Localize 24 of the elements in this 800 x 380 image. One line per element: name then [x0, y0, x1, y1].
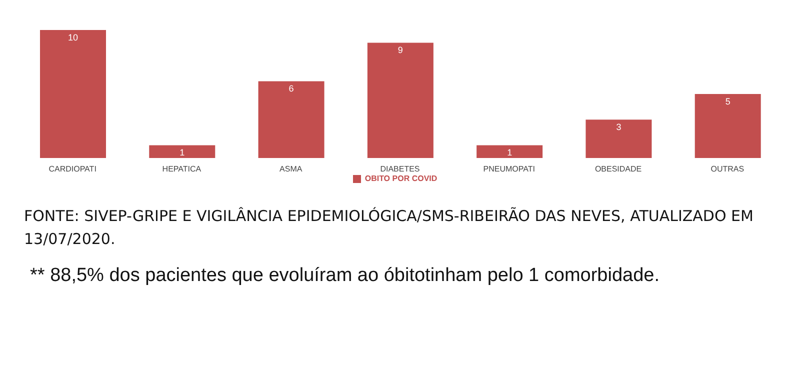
x-tick-label: HEPATICA: [162, 164, 202, 174]
data-label: 1: [507, 148, 512, 158]
text: ** 88,5% dos pacientes que evoluíram ao óbitotinham pelo 1 comorbidade.: [30, 265, 661, 287]
bar: [476, 145, 543, 158]
x-tick-label: OBESIDADE: [594, 164, 642, 174]
x-tick-label: ASMA: [280, 164, 303, 174]
source-note: FONTE: SIVEP-GRIPE E VIGILÂNCIA EPIDEMIOLÓGICA/SMS-RIBEIRÃO DAS NEVES, ATUALIZADO EM 13/07/2020.: [24, 206, 754, 250]
data-label: 3: [616, 122, 622, 132]
data-label: 10: [68, 32, 78, 42]
data-label: 5: [725, 96, 730, 106]
bar: [149, 145, 216, 158]
bar: [694, 94, 761, 158]
x-tick-label: OUTRAS: [710, 164, 744, 174]
data-label: 1: [180, 148, 185, 158]
bar: [258, 81, 324, 158]
x-tick-label: DIABETES: [380, 164, 420, 174]
x-tick-label: PNEUMOPATI: [483, 164, 535, 174]
bar: [40, 30, 106, 158]
data-label: 9: [398, 45, 403, 56]
bar: [367, 42, 434, 158]
x-tick-label: CARDIOPATI: [48, 164, 96, 174]
data-label: 6: [288, 84, 294, 94]
legend-label: OBITO POR COVID: [364, 174, 438, 183]
bar: [586, 120, 652, 158]
